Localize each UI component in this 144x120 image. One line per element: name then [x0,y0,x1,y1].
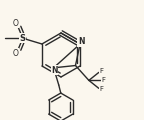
Text: N: N [78,37,84,46]
Text: N: N [51,66,58,75]
Text: F: F [100,68,104,74]
Text: O: O [13,19,19,28]
Text: S: S [20,34,26,43]
Text: O: O [13,49,19,58]
Text: F: F [100,86,104,92]
Text: F: F [102,77,106,83]
